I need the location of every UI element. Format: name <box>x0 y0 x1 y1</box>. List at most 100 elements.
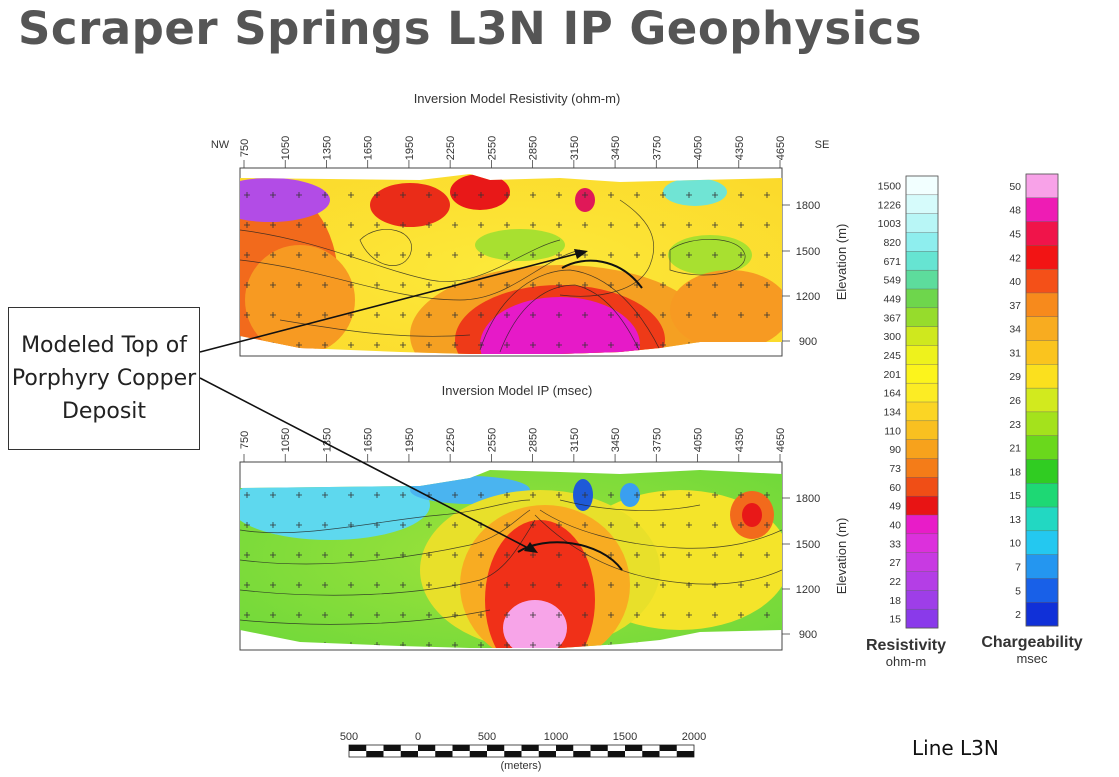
resistivity-section-title: Inversion Model Resistivity (ohm-m) <box>414 91 621 106</box>
chargeability-legend: 50 48 45 42 40 37 34 31 29 26 23 21 18 15 13 10 7 5 2 <box>1009 173 1059 627</box>
legend-label: 245 <box>883 350 901 362</box>
station-label: 4650 <box>775 428 787 452</box>
scale-bar-segment <box>418 745 436 751</box>
legend-label: 15 <box>1009 490 1021 502</box>
legend-swatch <box>1025 197 1059 223</box>
legend-swatch <box>1025 554 1059 579</box>
legend-swatch <box>905 533 939 554</box>
legend-swatch <box>905 458 939 478</box>
scale-bar-unit: (meters) <box>501 760 542 772</box>
chargeability-legend-title: Chargeability <box>981 634 1082 651</box>
legend-swatch <box>1025 483 1059 508</box>
legend-label: 29 <box>1009 371 1021 383</box>
legend-swatch <box>905 495 939 516</box>
scale-bar-segment <box>366 751 384 757</box>
elevation-axis-resistivity: 1800 1500 1200 900 <box>782 200 820 348</box>
station-label: 2550 <box>486 136 498 160</box>
nw-label: NW <box>211 139 230 151</box>
scale-bar-segment <box>487 745 505 751</box>
scale-bar-label: 1500 <box>613 731 637 743</box>
legend-label: 22 <box>889 576 901 588</box>
resistivity-legend: 1500 1226 1003 820 671 549 449 367 300 245 201 164 1… <box>878 175 939 629</box>
legend-label: 18 <box>889 595 901 607</box>
legend-swatch <box>1025 316 1059 342</box>
legend-swatch <box>1025 173 1059 199</box>
legend-swatch <box>905 401 939 422</box>
scale-bar-segment <box>521 745 539 751</box>
legend-label: 48 <box>1009 205 1021 217</box>
scale-bar-segment <box>556 745 574 751</box>
scale-bar: 500 0 500 1000 1500 2000 <box>340 731 706 758</box>
station-axis-ip: 750 1050 1350 1650 1950 2250 2550 2850 3150 3450 3… <box>239 428 787 462</box>
legend-swatch <box>905 552 939 573</box>
legend-label: 33 <box>889 538 901 550</box>
station-label: 4350 <box>734 428 746 452</box>
scale-bar-segment <box>642 751 660 757</box>
legend-label: 73 <box>889 463 901 475</box>
deposit-top-arc-resistivity <box>561 259 643 289</box>
elevation-tick-label: 1800 <box>796 493 820 505</box>
legend-swatch <box>1025 364 1059 389</box>
station-label: 4050 <box>693 428 705 452</box>
legend-swatch <box>905 439 939 459</box>
legend-swatch <box>905 175 939 196</box>
legend-swatch <box>905 194 939 215</box>
elevation-tick-label: 900 <box>799 629 817 641</box>
legend-label: 18 <box>1009 466 1021 478</box>
station-label: 2850 <box>528 136 540 160</box>
legend-swatch <box>905 232 939 252</box>
legend-label: 34 <box>1009 324 1021 336</box>
legend-swatch <box>1025 411 1059 437</box>
legend-label: 42 <box>1009 252 1021 264</box>
legend-label: 7 <box>1015 562 1021 574</box>
station-label: 1650 <box>363 428 375 452</box>
legend-swatch <box>905 571 939 591</box>
legend-label: 60 <box>889 482 901 494</box>
station-label: 1050 <box>280 136 292 160</box>
scale-bar-label: 500 <box>478 731 496 743</box>
elevation-tick-label: 1200 <box>796 584 820 596</box>
station-label: 2250 <box>445 136 457 160</box>
legend-label: 5 <box>1015 585 1021 597</box>
legend-label: 820 <box>883 237 901 249</box>
legend-label: 367 <box>883 312 901 324</box>
legend-label: 37 <box>1009 300 1021 312</box>
legend-label: 50 <box>1009 181 1021 193</box>
legend-swatch <box>905 420 939 441</box>
callout-arrow-resistivity <box>199 249 588 353</box>
station-label: 3450 <box>610 136 622 160</box>
legend-swatch <box>905 590 939 610</box>
legend-label: 1500 <box>878 180 902 192</box>
elevation-tick-label: 1200 <box>796 291 820 303</box>
line-label: Line L3N <box>912 736 999 760</box>
legend-swatch <box>905 608 939 629</box>
legend-swatch <box>1025 292 1059 318</box>
legend-label: 201 <box>883 369 901 381</box>
elevation-label-resistivity: Elevation (m) <box>834 224 849 301</box>
resistivity-model <box>240 174 782 354</box>
legend-label: 300 <box>883 331 901 343</box>
scale-bar-segment <box>590 745 608 751</box>
legend-swatch <box>1025 578 1059 603</box>
legend-label: 549 <box>883 275 901 287</box>
legend-label: 671 <box>883 256 901 268</box>
legend-swatch <box>905 213 939 234</box>
scale-bar-label: 2000 <box>682 731 706 743</box>
legend-label: 1226 <box>878 199 902 211</box>
station-axis-resistivity: 750 1050 1350 1650 1950 2250 2550 2850 3150 3450 3… <box>239 136 787 168</box>
elevation-axis-ip: 1800 1500 1200 900 <box>782 493 820 641</box>
station-label: 3150 <box>569 428 581 452</box>
legend-label: 90 <box>889 444 901 456</box>
legend-label: 45 <box>1009 228 1021 240</box>
scale-bar-label: 1000 <box>544 731 568 743</box>
scale-bar-segment <box>625 745 643 751</box>
station-label: 2550 <box>486 428 498 452</box>
legend-label: 40 <box>1009 276 1021 288</box>
slide-title: Scraper Springs L3N IP Geophysics <box>18 2 922 55</box>
scale-bar-segment <box>435 751 453 757</box>
ip-section-title: Inversion Model IP (msec) <box>442 383 593 398</box>
scale-bar-segment <box>573 751 591 757</box>
legend-label: 134 <box>883 406 901 418</box>
legend-swatch <box>905 269 939 290</box>
station-label: 1350 <box>321 136 333 160</box>
